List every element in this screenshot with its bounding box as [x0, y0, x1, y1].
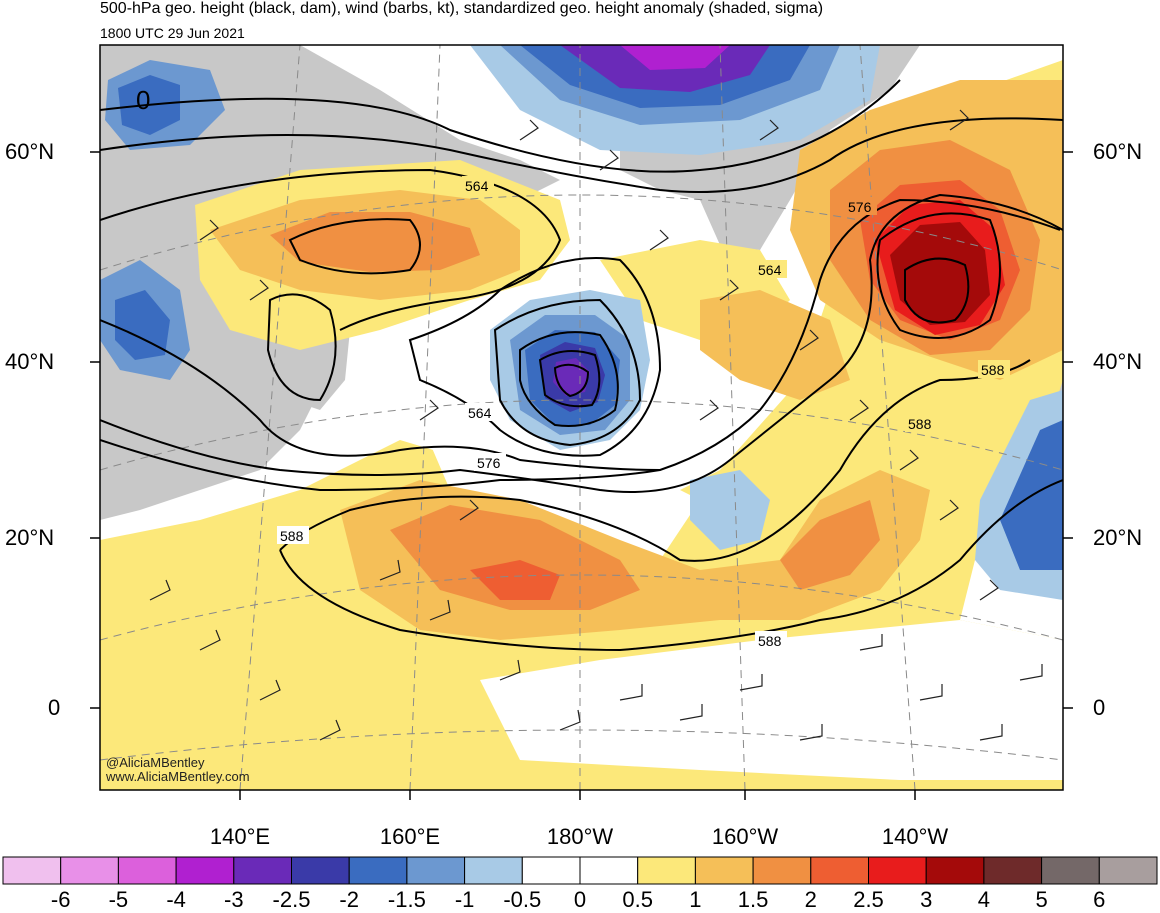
colorbar-swatch — [117, 856, 177, 885]
anomaly-orange-mid — [700, 290, 850, 400]
colorbar-label: 1.5 — [737, 887, 769, 912]
colorbar-swatch — [233, 856, 293, 885]
credit-website: www.AliciaMBentley.com — [105, 769, 250, 784]
colorbar-label: -2.5 — [272, 887, 311, 912]
colorbar-label: 4 — [977, 887, 991, 912]
colorbar-label: 2 — [804, 887, 817, 912]
colorbar-swatch — [2, 856, 62, 885]
colorbar-label: 6 — [1093, 887, 1106, 912]
colorbar-swatch — [348, 856, 408, 885]
lat-label-right: 60°N — [1093, 139, 1143, 164]
colorbar-swatch — [868, 856, 927, 885]
colorbar-label: -2 — [339, 887, 359, 912]
lat-label-left: 20°N — [5, 525, 55, 550]
lon-label: 140°W — [881, 824, 949, 849]
lat-label-right: 40°N — [1093, 349, 1143, 374]
colorbar-label: -0.5 — [503, 887, 542, 912]
colorbar-swatch — [175, 856, 235, 885]
contour-label: 564 — [465, 178, 489, 194]
colorbar-swatch — [810, 856, 869, 885]
lat-label-right: 20°N — [1093, 525, 1143, 550]
colorbar-label: -1 — [454, 887, 475, 912]
anomaly-darkorange-south — [390, 505, 640, 610]
colorbar-swatch — [579, 856, 639, 885]
colorbar-label: 1 — [689, 887, 702, 912]
anomaly-darkred-ne — [890, 222, 990, 325]
colorbar-swatch — [1098, 856, 1158, 885]
anomaly-blue-west-2 — [115, 290, 170, 360]
colorbar-label: -3 — [224, 887, 244, 912]
colorbar-swatch — [752, 856, 812, 885]
lon-label: 140°E — [209, 824, 271, 849]
map-panel: 564 576 564 564 576 588 588 588 588 0 @A… — [100, 45, 1063, 790]
colorbar-label: 5 — [1035, 887, 1048, 912]
colorbar-swatch — [521, 856, 581, 885]
contour-label: 564 — [758, 262, 782, 278]
colorbar-label: 2.5 — [853, 887, 884, 912]
colorbar — [2, 856, 1158, 885]
colorbar-swatch — [1041, 856, 1100, 885]
colorbar-swatch — [406, 856, 466, 885]
colorbar-swatch — [637, 856, 696, 885]
graticule — [100, 45, 1063, 790]
contour-label: 588 — [758, 633, 782, 649]
lon-label: 160°E — [379, 824, 441, 849]
anomaly-darkorange-se — [780, 500, 880, 590]
colorbar-label: -6 — [50, 887, 71, 912]
colorbar-label: 0.5 — [622, 887, 653, 912]
colorbar-swatch — [291, 856, 350, 885]
anomaly-redorange-south — [470, 560, 560, 600]
colorbar-label: -5 — [108, 887, 129, 912]
contour-label: 588 — [908, 416, 932, 432]
map-title: 500-hPa geo. height (black, dam), wind (… — [100, 0, 824, 17]
colorbar-label: -4 — [166, 887, 186, 912]
anomaly-neutral-south — [480, 620, 1063, 780]
colorbar-label: -1.5 — [387, 887, 426, 912]
colorbar-swatch — [925, 856, 985, 885]
contour-label: 588 — [280, 528, 304, 544]
contour-label: 576 — [848, 199, 872, 215]
lat-label-right: 0 — [1093, 695, 1106, 720]
lon-label: 160°W — [711, 824, 779, 849]
wind-barbs — [149, 109, 1043, 741]
contour-label: 588 — [981, 362, 1005, 378]
lon-label: 180°W — [546, 824, 614, 849]
credit-handle: @AliciaMBentley — [106, 755, 205, 770]
contour-label: 564 — [468, 405, 492, 421]
map-timestamp: 1800 UTC 29 Jun 2021 — [100, 25, 245, 41]
colorbar-swatch — [694, 856, 754, 885]
colorbar-label: 0 — [573, 887, 587, 912]
lat-label-left: 0 — [48, 695, 61, 720]
anomaly-blue-center-south — [690, 470, 770, 550]
axis-ticks — [90, 151, 1073, 800]
colorbar-swatch — [983, 856, 1043, 885]
colorbar-swatch — [60, 856, 119, 885]
contour-label: 576 — [477, 455, 501, 471]
anomaly-purple-north — [620, 45, 730, 70]
contour-labels: 564 576 564 564 576 588 588 588 588 — [277, 176, 1010, 649]
height-contours — [100, 79, 1063, 652]
low-center-marker: 0 — [136, 85, 150, 115]
lat-label-left: 60°N — [5, 139, 55, 164]
lat-label-left: 40°N — [5, 349, 55, 374]
colorbar-swatch — [464, 856, 523, 885]
colorbar-label: 3 — [920, 887, 933, 912]
map-frame — [99, 44, 1064, 791]
